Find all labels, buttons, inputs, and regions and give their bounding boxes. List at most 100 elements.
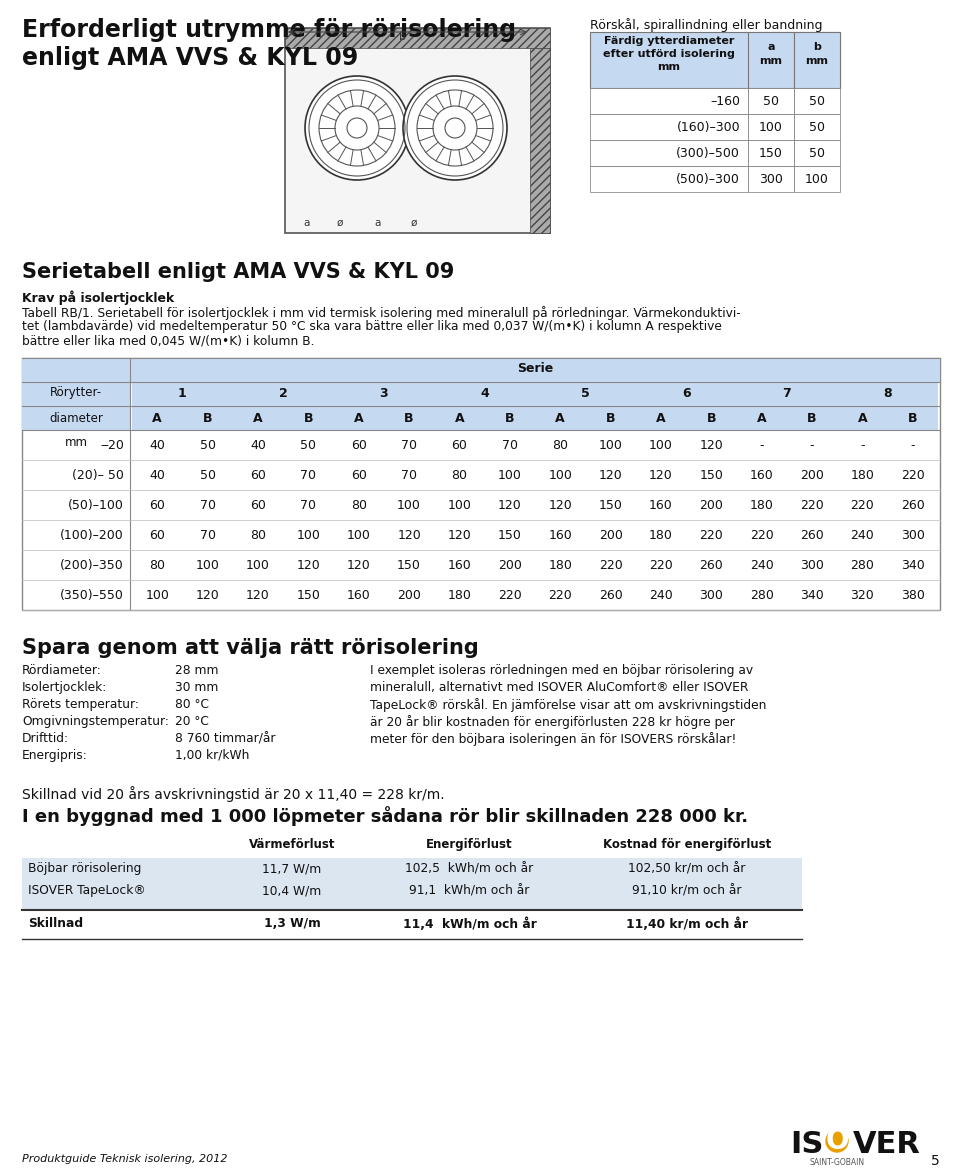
Text: 150: 150 (700, 469, 723, 482)
Text: ø: ø (411, 218, 418, 228)
Text: I exemplet isoleras rörledningen med en böjbar rörisolering av: I exemplet isoleras rörledningen med en … (370, 664, 754, 677)
Text: 120: 120 (246, 589, 270, 602)
Text: 8 760 timmar/år: 8 760 timmar/år (175, 731, 276, 746)
Text: 70: 70 (300, 469, 316, 482)
Text: 280: 280 (750, 589, 774, 602)
Text: 80: 80 (250, 529, 266, 542)
Bar (636, 382, 736, 406)
Text: 340: 340 (801, 589, 824, 602)
Text: 102,50 kr/m och år: 102,50 kr/m och år (628, 862, 746, 875)
Text: 200: 200 (800, 469, 824, 482)
Text: 50: 50 (200, 469, 216, 482)
Text: 11,4  kWh/m och år: 11,4 kWh/m och år (402, 917, 537, 930)
Circle shape (826, 1130, 848, 1152)
Text: A: A (556, 412, 565, 425)
Text: 240: 240 (750, 559, 774, 572)
Text: mm: mm (759, 56, 782, 66)
Text: 80: 80 (552, 439, 568, 452)
Text: 200: 200 (397, 589, 421, 602)
Text: 120: 120 (599, 469, 622, 482)
Text: A: A (153, 412, 162, 425)
Text: mm: mm (64, 436, 87, 449)
Text: b: b (399, 32, 406, 42)
Text: Drifttid:: Drifttid: (22, 731, 69, 746)
Text: Produktguide Teknisk isolering, 2012: Produktguide Teknisk isolering, 2012 (22, 1154, 228, 1164)
Text: 160: 160 (548, 529, 572, 542)
Text: 300: 300 (759, 173, 783, 186)
Text: Spara genom att välja rätt rörisolering: Spara genom att välja rätt rörisolering (22, 639, 479, 659)
Text: A: A (354, 412, 364, 425)
Text: 100: 100 (447, 499, 471, 512)
Bar (888, 406, 938, 430)
Text: -: - (860, 439, 865, 452)
Text: 70: 70 (200, 499, 216, 512)
Text: Erforderligt utrymme för rörisolering: Erforderligt utrymme för rörisolering (22, 18, 516, 42)
Text: 70: 70 (200, 529, 216, 542)
Text: (500)–300: (500)–300 (676, 173, 740, 186)
Text: Rörytter-: Rörytter- (50, 386, 102, 399)
Text: Böjbar rörisolering: Böjbar rörisolering (28, 862, 141, 875)
Bar (22, 858, 802, 910)
Text: 80: 80 (451, 469, 468, 482)
Text: 340: 340 (900, 559, 924, 572)
Text: 300: 300 (700, 589, 723, 602)
Text: 11,40 kr/m och år: 11,40 kr/m och år (626, 917, 748, 930)
Text: 150: 150 (297, 589, 321, 602)
Text: 180: 180 (447, 589, 471, 602)
Text: B: B (303, 412, 313, 425)
Text: VER: VER (853, 1130, 921, 1160)
Text: TapeLock® rörskål. En jämförelse visar att om avskrivningstiden: TapeLock® rörskål. En jämförelse visar a… (370, 699, 766, 711)
Circle shape (305, 76, 409, 180)
Text: -: - (810, 439, 814, 452)
Text: 91,10 kr/m och år: 91,10 kr/m och år (633, 884, 742, 897)
Text: 80 °C: 80 °C (175, 699, 209, 711)
Bar (748, 114, 794, 140)
Text: 60: 60 (149, 529, 165, 542)
Text: 180: 180 (851, 469, 875, 482)
Text: 120: 120 (397, 529, 420, 542)
Bar (530, 48, 550, 233)
Bar (794, 166, 840, 192)
Text: 260: 260 (801, 529, 824, 542)
Bar (283, 406, 333, 430)
Bar (736, 382, 837, 406)
Bar (794, 114, 840, 140)
Text: 220: 220 (599, 559, 622, 572)
Text: B: B (606, 412, 615, 425)
Bar (748, 88, 794, 114)
Text: (100)–200: (100)–200 (60, 529, 124, 542)
Text: 220: 220 (851, 499, 875, 512)
Text: mm: mm (805, 56, 828, 66)
Text: O: O (826, 1127, 849, 1155)
Bar (748, 166, 794, 192)
Text: 100: 100 (246, 559, 270, 572)
Text: mm: mm (658, 62, 681, 72)
Text: 6: 6 (682, 387, 690, 400)
Text: 8: 8 (883, 387, 892, 400)
Text: Färdig ytterdiameter: Färdig ytterdiameter (604, 36, 734, 46)
Text: 220: 220 (750, 529, 774, 542)
Text: 70: 70 (401, 469, 417, 482)
Text: 50: 50 (200, 439, 216, 452)
Text: SAINT-GOBAIN: SAINT-GOBAIN (810, 1158, 865, 1167)
Bar (22, 382, 130, 406)
Text: Rörets temperatur:: Rörets temperatur: (22, 699, 139, 711)
Text: B: B (404, 412, 414, 425)
Bar (736, 406, 787, 430)
Text: 50: 50 (809, 147, 825, 160)
Text: Energipris:: Energipris: (22, 749, 87, 762)
Text: 100: 100 (649, 439, 673, 452)
Bar (787, 406, 837, 430)
Text: -: - (911, 439, 915, 452)
Text: 200: 200 (599, 529, 622, 542)
Bar (837, 406, 888, 430)
Text: B: B (807, 412, 817, 425)
Bar (132, 382, 232, 406)
Text: 3: 3 (379, 387, 388, 400)
Text: tet (lambdavärde) vid medeltemperatur 50 °C ska vara bättre eller lika med 0,037: tet (lambdavärde) vid medeltemperatur 50… (22, 320, 722, 333)
Bar (333, 406, 384, 430)
Text: 120: 120 (498, 499, 521, 512)
Text: 80: 80 (350, 499, 367, 512)
Text: mineralull, alternativt med ISOVER AluComfort® eller ISOVER: mineralull, alternativt med ISOVER AluCo… (370, 681, 749, 694)
Text: bättre eller lika med 0,045 W/(m•K) i kolumn B.: bättre eller lika med 0,045 W/(m•K) i ko… (22, 334, 315, 347)
